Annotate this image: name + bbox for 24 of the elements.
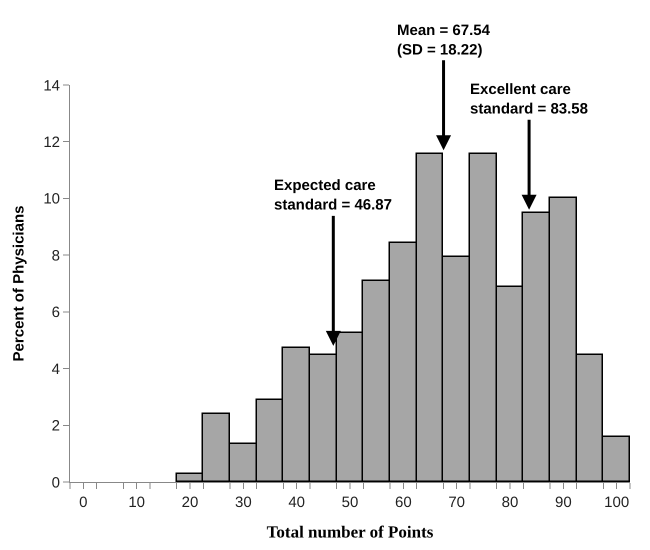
x-tick-label: 60 xyxy=(394,494,412,511)
x-tick-label: 30 xyxy=(234,494,252,511)
x-tick-label: 20 xyxy=(182,494,198,511)
x-tick-label: 0 xyxy=(79,494,88,511)
y-axis-title: Percent of Physicians xyxy=(10,206,28,362)
y-tick-label: 14 xyxy=(43,77,60,94)
annotation: Expected care standard = 46.87 xyxy=(274,177,392,214)
y-tick-label: 0 xyxy=(52,474,60,492)
annotation: Mean = 67.54 (SD = 18.22) xyxy=(397,22,491,58)
x-tick-label: 10 xyxy=(128,494,146,511)
y-tick-label: 2 xyxy=(52,418,60,435)
x-tick-label: 40 xyxy=(288,494,306,511)
x-axis-title: Total number of Points xyxy=(266,522,434,542)
y-tick-label: 4 xyxy=(52,360,60,378)
x-tick-label: 50 xyxy=(342,494,358,511)
x-tick-label: 80 xyxy=(502,494,518,511)
y-tick-label: 8 xyxy=(52,247,60,264)
x-tick-label: 100 xyxy=(604,494,630,511)
x-tick-label: 90 xyxy=(554,494,572,511)
y-tick-label: 12 xyxy=(43,134,60,151)
y-tick-label: 6 xyxy=(52,304,60,322)
x-tick-label: 70 xyxy=(448,494,466,511)
annotation: Excellent care standard = 83.58 xyxy=(470,81,588,118)
y-tick-label: 10 xyxy=(43,190,60,208)
